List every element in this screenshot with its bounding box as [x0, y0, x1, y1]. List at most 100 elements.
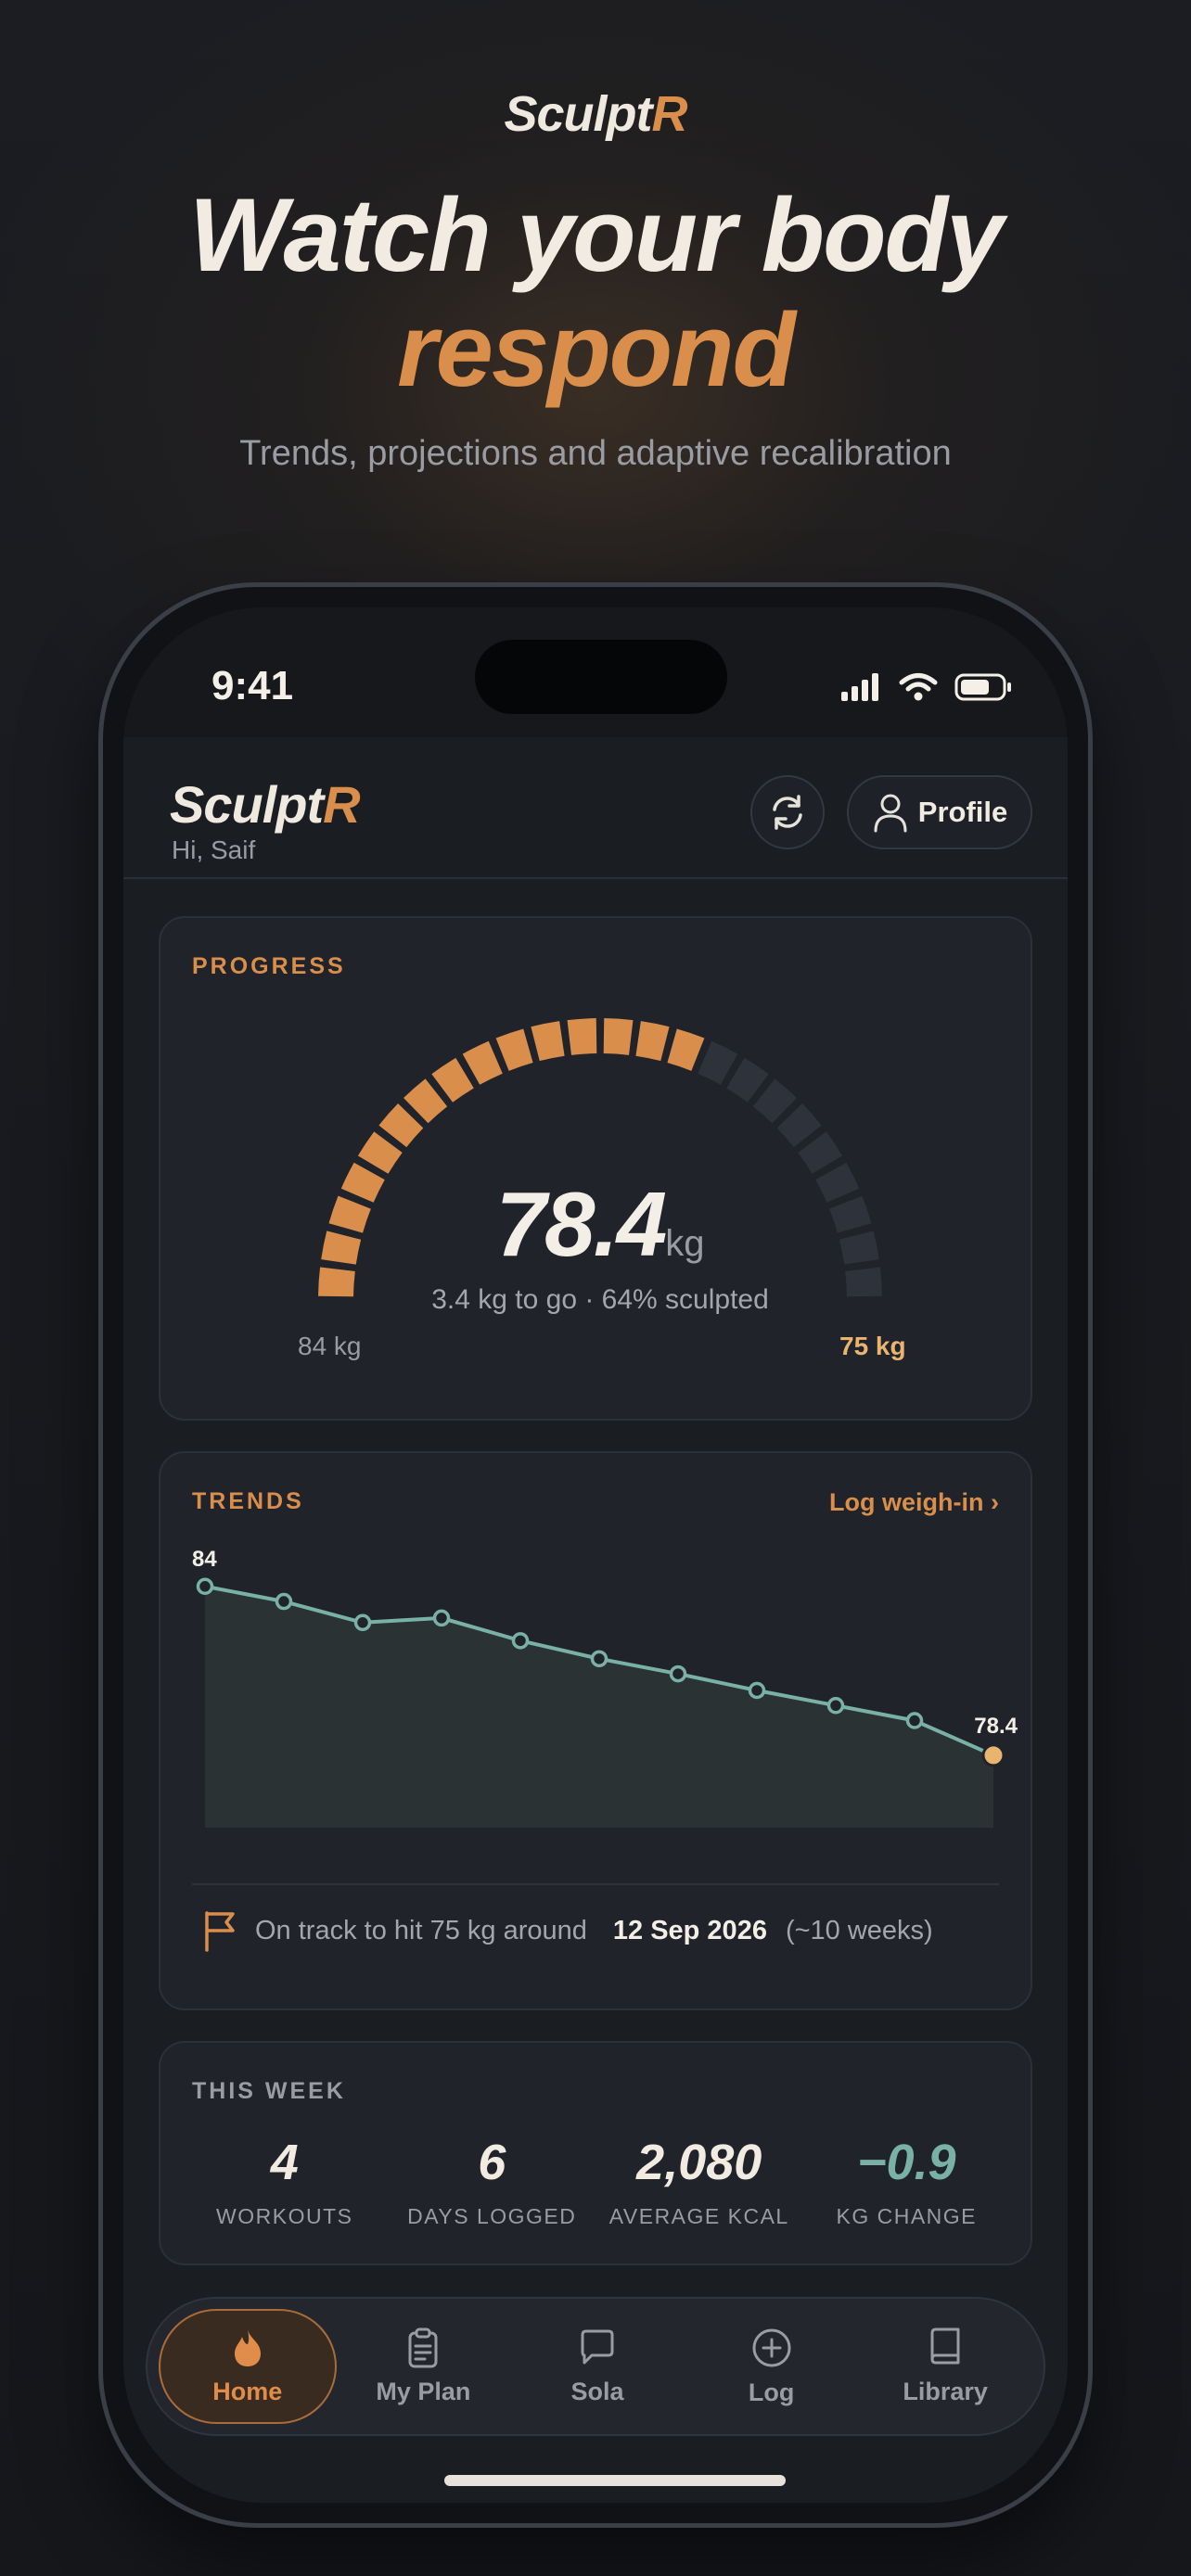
tab-label: Home — [212, 2377, 283, 2405]
home-indicator — [444, 2475, 786, 2486]
trend-point — [669, 1664, 687, 1683]
stat-kg-change: −0.9 KG CHANGE — [803, 2134, 1011, 2229]
gauge-segment-filled — [567, 1018, 597, 1055]
profile-button[interactable]: Profile — [847, 775, 1032, 849]
trend-point — [905, 1712, 924, 1729]
stat-value: 6 — [478, 2135, 506, 2190]
tab-label: Log — [748, 2378, 795, 2406]
stat-label: WORKOUTS — [216, 2204, 353, 2228]
tab-sola[interactable]: Sola — [510, 2309, 685, 2424]
tab-my-plan[interactable]: My Plan — [337, 2309, 511, 2424]
gauge-segment-empty — [815, 1162, 860, 1203]
gauge-segment-empty — [698, 1040, 738, 1085]
dynamic-island — [475, 640, 727, 714]
gauge-segment-filled — [357, 1131, 403, 1174]
trend-point — [432, 1609, 451, 1627]
trend-point — [826, 1697, 845, 1715]
progress-card: PROGRESS 78.4kg 3.4 kg to go · 64% sculp… — [159, 916, 1032, 1421]
battery-icon — [954, 673, 1011, 701]
current-weight-unit: kg — [665, 1223, 705, 1264]
gauge-segment-filled — [340, 1162, 385, 1203]
app-logo: SculptR — [170, 775, 361, 834]
marketing-brand-logo: SculptR — [504, 86, 687, 142]
trend-point — [275, 1592, 293, 1611]
stat-average-kcal: 2,080 AVERAGE KCAL — [596, 2134, 803, 2229]
book-icon — [930, 2327, 960, 2364]
status-time: 9:41 — [211, 663, 294, 708]
gauge-segment-filled — [403, 1078, 448, 1124]
stat-label: KG CHANGE — [836, 2204, 978, 2228]
refresh-icon — [773, 795, 802, 830]
user-icon — [874, 794, 907, 833]
progress-summary: 3.4 kg to go · 64% sculpted — [431, 1284, 769, 1315]
sync-button[interactable] — [750, 775, 825, 849]
trend-area — [205, 1586, 993, 1828]
progress-label: PROGRESS — [192, 953, 346, 979]
marketing-headline: Watch your body respond — [0, 178, 1191, 408]
tab-label: Sola — [570, 2377, 624, 2405]
trend-point — [196, 1577, 214, 1596]
plus-circle-icon — [752, 2328, 791, 2366]
stat-days-logged: 6 DAYS LOGGED — [389, 2134, 596, 2229]
gauge-segment-filled — [318, 1267, 355, 1297]
gauge-segment-filled — [431, 1057, 474, 1103]
gauge-segment-empty — [839, 1231, 879, 1265]
gauge-segment-empty — [829, 1195, 872, 1233]
gauge-segment-filled — [328, 1195, 371, 1233]
projection-row: On track to hit 75 kg around 12 Sep 2026… — [192, 1883, 999, 1976]
trend-point — [511, 1632, 530, 1650]
phone-frame: 9:41 SculptR Hi, Saif — [98, 582, 1093, 2528]
trend-point — [748, 1681, 766, 1700]
wifi-icon — [899, 673, 938, 701]
gauge-segment-empty — [752, 1078, 797, 1124]
gauge-segment-filled — [321, 1231, 362, 1265]
tab-label: Library — [903, 2377, 988, 2405]
tab-home[interactable]: Home — [159, 2309, 337, 2424]
app-content: SculptR Hi, Saif Profile — [123, 737, 1068, 2503]
current-weight: 78.4kg — [160, 1172, 1040, 1277]
gauge-segment-empty — [845, 1267, 882, 1297]
tab-library[interactable]: Library — [858, 2309, 1032, 2424]
stat-label: DAYS LOGGED — [407, 2204, 577, 2228]
stat-value: 2,080 — [636, 2135, 762, 2190]
stat-value: 4 — [270, 2135, 299, 2190]
headline-line-2: respond — [397, 292, 796, 408]
headline-line-1: Watch your body — [188, 177, 1004, 293]
gauge-segment-filled — [667, 1028, 705, 1071]
tab-label: My Plan — [376, 2377, 471, 2405]
log-weigh-in-link[interactable]: Log weigh-in › — [829, 1488, 999, 1516]
greeting: Hi, Saif — [172, 835, 256, 864]
start-weight-label: 84 kg — [298, 1332, 362, 1360]
clipboard-icon — [408, 2327, 438, 2367]
gauge-segment-filled — [495, 1028, 533, 1071]
week-stats: 4 WORKOUTS 6 DAYS LOGGED 2,080 AVERAGE K… — [181, 2134, 1010, 2229]
marketing-tagline: Trends, projections and adaptive recalib… — [239, 434, 952, 473]
trend-point — [353, 1613, 372, 1632]
phone-screen: 9:41 SculptR Hi, Saif — [123, 607, 1068, 2503]
gauge-segment-empty — [798, 1131, 843, 1174]
current-weight-value: 78.4 — [495, 1173, 668, 1275]
trend-point — [590, 1650, 608, 1668]
trend-last-label: 78.4 — [974, 1714, 1018, 1739]
gauge-segment-empty — [726, 1057, 769, 1103]
projection-text: On track to hit 75 kg around — [255, 1915, 587, 1945]
gauge-segment-empty — [776, 1103, 822, 1148]
projection-date: 12 Sep 2026 — [612, 1915, 767, 1945]
gauge-segment-filled — [531, 1021, 565, 1062]
app-header: SculptR Hi, Saif Profile — [123, 737, 1068, 879]
weight-trend-chart: 84 78.4 — [192, 1547, 1018, 1828]
stat-label: AVERAGE KCAL — [608, 2204, 789, 2228]
flag-icon — [205, 1911, 235, 1952]
profile-label: Profile — [917, 796, 1008, 828]
trend-first-label: 84 — [192, 1547, 217, 1572]
this-week-label: THIS WEEK — [192, 2078, 346, 2104]
stat-workouts: 4 WORKOUTS — [181, 2134, 389, 2229]
progress-gauge — [318, 1018, 882, 1297]
this-week-card: THIS WEEK 4 WORKOUTS 6 DAYS LOGGED 2,080… — [159, 2041, 1032, 2265]
signal-icon — [841, 673, 878, 701]
tab-log[interactable]: Log — [685, 2309, 859, 2424]
gauge-segment-filled — [603, 1018, 634, 1055]
chat-bubble-icon — [581, 2329, 614, 2364]
gauge-segment-filled — [378, 1103, 424, 1148]
flame-icon — [234, 2328, 261, 2366]
